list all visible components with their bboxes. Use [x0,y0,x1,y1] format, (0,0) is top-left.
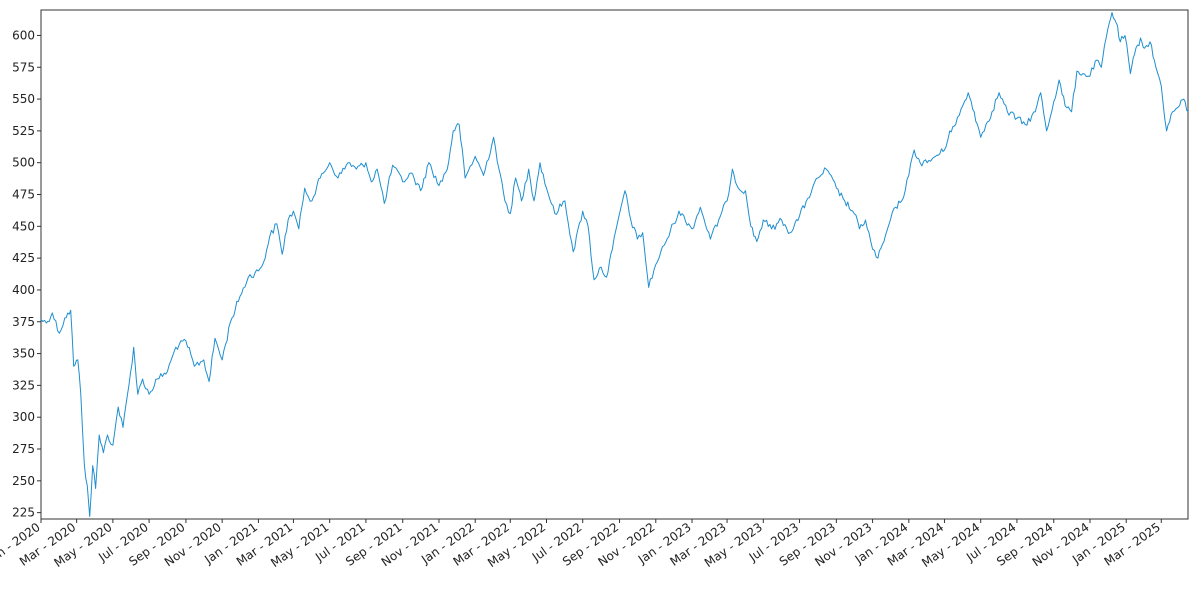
price-series-line [40,12,1189,517]
y-axis: 225 250 275 300 325 350 375 400 425 450 475 500 525 5… [12,28,41,520]
y-tick-label: 550 [12,92,35,106]
y-tick-label: 275 [12,442,35,456]
y-tick-label: 400 [12,283,35,297]
y-tick-label: 450 [12,219,35,233]
y-tick-label: 575 [12,60,35,74]
y-tick-label: 475 [12,188,35,202]
y-tick-label: 375 [12,315,35,329]
y-tick-label: 525 [12,124,35,138]
y-tick-label: 425 [12,251,35,265]
y-tick-label: 300 [12,410,35,424]
y-tick-label: 600 [12,28,35,42]
plot-frame [40,9,1189,520]
y-tick-label: 500 [12,156,35,170]
y-tick-label: 250 [12,474,35,488]
y-tick-label: 325 [12,378,35,392]
y-tick-label: 225 [12,506,35,520]
y-tick-label: 350 [12,347,35,361]
